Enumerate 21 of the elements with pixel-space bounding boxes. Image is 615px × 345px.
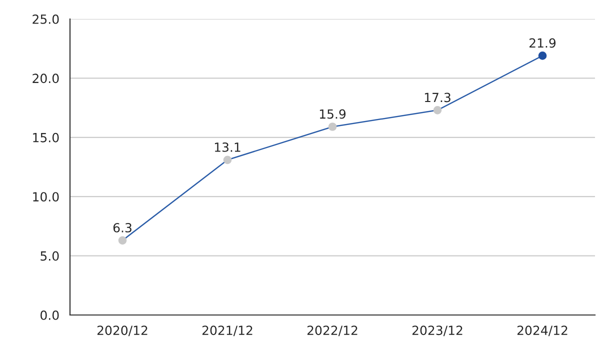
x-tick-label: 2023/12 [412,326,462,336]
y-tick-label: 10.0 [33,192,59,202]
data-label: 15.9 [320,109,346,119]
point [328,122,337,131]
data-label: 21.9 [530,38,556,48]
x-tick-label: 2024/12 [517,326,568,336]
y-tick-label: 0.0 [40,310,59,320]
x-tick-label: 2022/12 [307,326,358,336]
point [223,156,232,164]
y-tick-label: 25.0 [32,14,59,24]
y-tick-label: 15.0 [33,132,59,142]
y-tick-label: 20.0 [32,74,59,84]
data-label: 6.3 [113,222,132,232]
point [118,236,127,245]
point [538,52,547,60]
data-label: 13.1 [214,142,240,152]
x-tick-label: 2020/12 [97,326,148,336]
y-tick-label: 5.0 [40,251,59,261]
x-tick-label: 2021/12 [202,326,252,336]
point [433,106,442,114]
data-label: 17.3 [424,92,450,102]
